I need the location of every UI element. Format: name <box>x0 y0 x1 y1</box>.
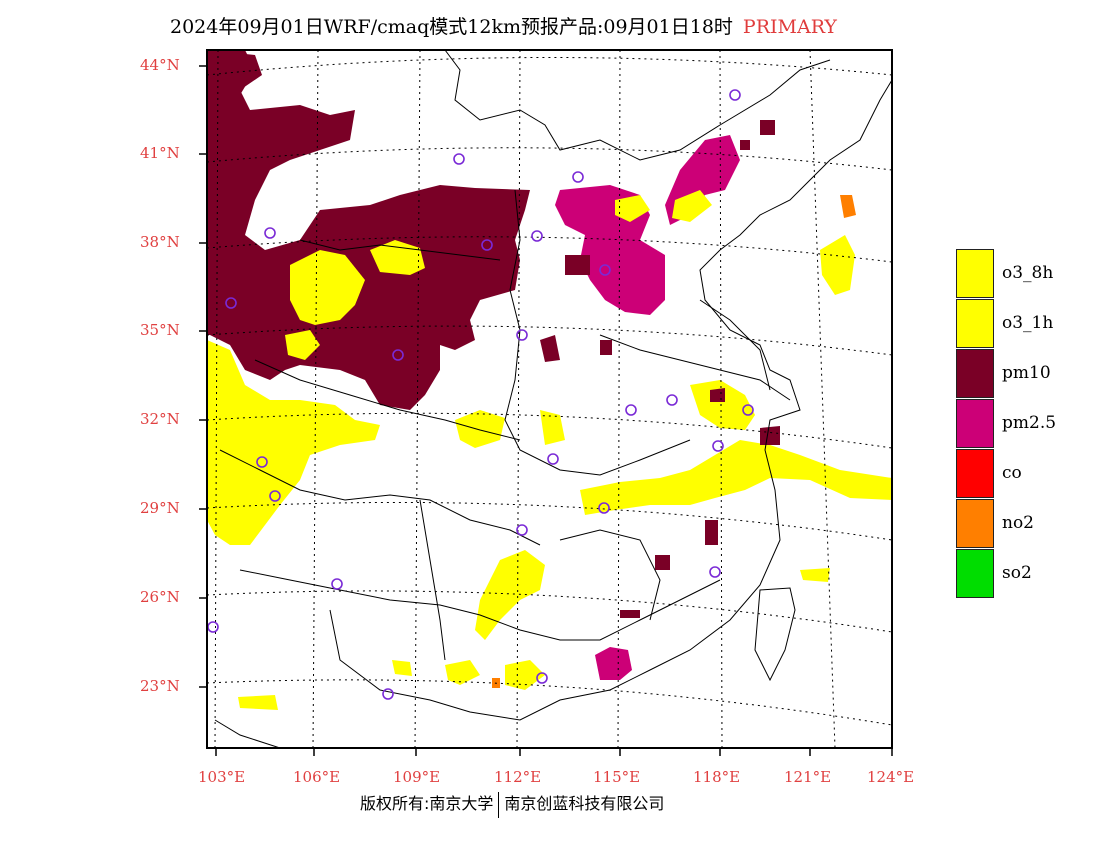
o3-south-coast <box>445 660 545 690</box>
legend-swatch <box>956 449 994 498</box>
o3-patch-inner3 <box>285 330 320 360</box>
tick-marks <box>199 65 893 756</box>
o3-yangtze <box>690 380 755 430</box>
legend-swatch <box>956 499 994 548</box>
map-frame <box>206 49 893 749</box>
o3-southwest <box>207 340 380 545</box>
lon-label: 109°E <box>393 768 441 786</box>
o3-east-belt <box>580 440 892 515</box>
lon-label: 112°E <box>494 768 542 786</box>
graticule <box>207 50 892 748</box>
o3-south-central <box>475 550 545 640</box>
province-borders <box>214 50 892 748</box>
legend-swatch <box>956 399 994 448</box>
o3-central <box>455 410 565 448</box>
legend-label: pm2.5 <box>1002 413 1057 433</box>
copyright-credit: 版权所有:南京大学 南京创蓝科技有限公司 <box>360 790 664 818</box>
city-markers <box>207 89 754 700</box>
lon-label: 121°E <box>784 768 832 786</box>
legend-label: o3_1h <box>1002 313 1054 333</box>
credit-right: 南京创蓝科技有限公司 <box>504 794 665 813</box>
legend-swatch <box>956 549 994 598</box>
lon-label: 118°E <box>693 768 741 786</box>
o3-north-patch <box>615 190 712 222</box>
legend-label: co <box>1002 463 1022 483</box>
lat-label: 29°N <box>140 499 180 517</box>
credit-left: 版权所有:南京大学 <box>360 794 494 813</box>
legend-label: so2 <box>1002 563 1032 583</box>
o3-east-patch <box>800 235 855 582</box>
legend-swatch <box>956 349 994 398</box>
pm10-top-left <box>207 50 255 100</box>
lat-label: 41°N <box>140 144 180 162</box>
lat-label: 38°N <box>140 233 180 251</box>
pm25-south <box>595 647 632 680</box>
credit-separator <box>498 791 500 818</box>
lon-label: 106°E <box>293 768 341 786</box>
legend-label: o3_8h <box>1002 263 1054 283</box>
legend-swatch <box>956 249 994 298</box>
lat-label: 32°N <box>140 410 180 428</box>
lon-label: 103°E <box>198 768 246 786</box>
lon-label: 115°E <box>593 768 641 786</box>
lat-label: 44°N <box>140 56 180 74</box>
lat-label: 26°N <box>140 588 180 606</box>
pm10-region <box>207 50 530 410</box>
legend-label: no2 <box>1002 513 1034 533</box>
o3-south-misc <box>238 660 412 710</box>
title-main: 2024年09月01日WRF/cmaq模式12km预报产品:09月01日18时 <box>170 16 733 38</box>
o3-patch-inner <box>290 250 365 325</box>
title-tag: PRIMARY <box>742 16 837 38</box>
lat-label: 23°N <box>140 677 180 695</box>
legend-swatch <box>956 299 994 348</box>
legend-label: pm10 <box>1002 363 1051 383</box>
chart-title: 2024年09月01日WRF/cmaq模式12km预报产品:09月01日18时 P… <box>170 12 990 39</box>
lat-label: 35°N <box>140 321 180 339</box>
pm25-north-china <box>555 185 665 315</box>
lon-label: 124°E <box>867 768 915 786</box>
